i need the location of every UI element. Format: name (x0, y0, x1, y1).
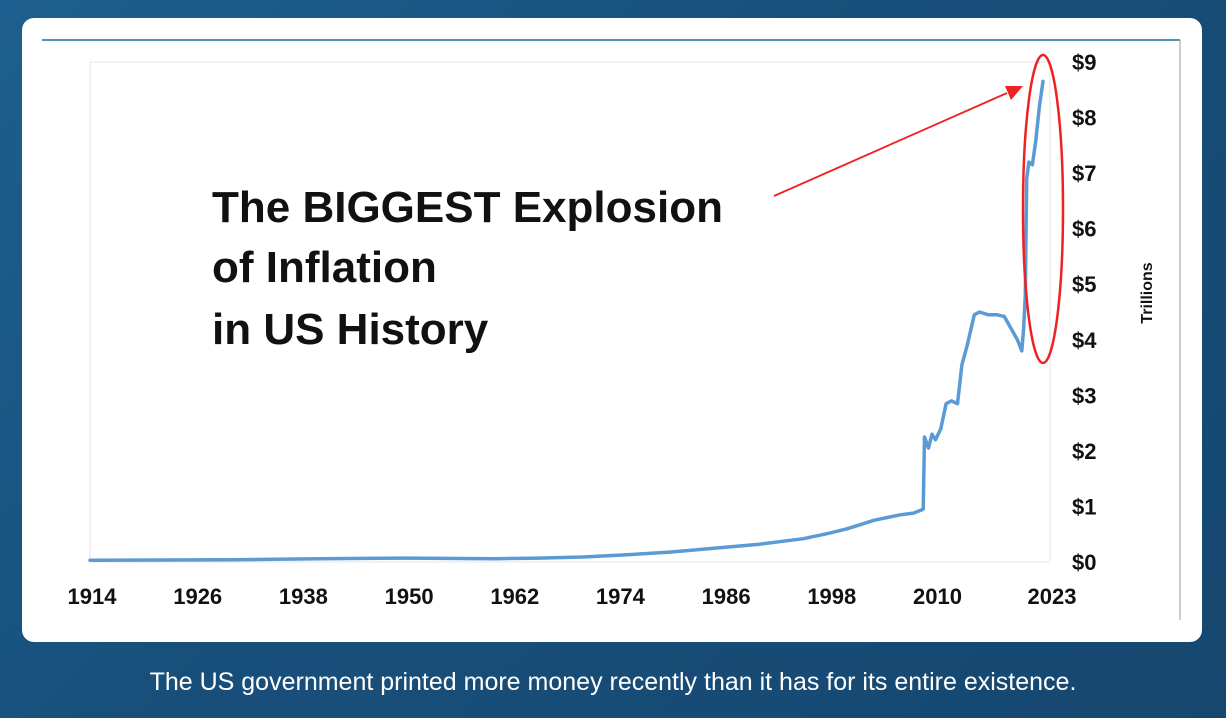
x-tick-label: 1914 (68, 584, 118, 609)
money-supply-line (88, 79, 1045, 563)
annotation-line-3: in US History (212, 305, 489, 354)
y-tick-label: $2 (1072, 439, 1096, 464)
pointer-arrowhead (1005, 86, 1023, 100)
y-tick-label: $1 (1072, 494, 1096, 519)
x-tick-label: 2010 (913, 584, 962, 609)
highlight-ellipse (1021, 53, 1065, 365)
x-tick-label: 1974 (596, 584, 646, 609)
pointer-arrow-line (773, 92, 1008, 197)
y-tick-label: $7 (1072, 161, 1096, 186)
x-tick-label: 1998 (807, 584, 856, 609)
x-tick-label: 2023 (1028, 584, 1077, 609)
y-tick-label: $3 (1072, 383, 1096, 408)
caption: The US government printed more money rec… (149, 668, 1077, 696)
x-tick-label: 1950 (385, 584, 434, 609)
y-tick-label: $5 (1072, 272, 1096, 297)
x-axis: 1914 1926 1938 1950 1962 1974 1986 1998 2010 2023 (68, 584, 1077, 609)
x-tick-label: 1938 (279, 584, 328, 609)
x-tick-label: 1926 (173, 584, 222, 609)
y-axis: $0 $1 $2 $3 $4 $5 $6 $7 $8 $9 (1072, 50, 1097, 575)
x-tick-label: 1962 (490, 584, 539, 609)
y-tick-label: $9 (1072, 50, 1096, 75)
annotation-line-1: The BIGGEST Explosion (212, 183, 723, 232)
x-tick-label: 1986 (702, 584, 751, 609)
annotation: The BIGGEST Explosion of Inflation in US… (212, 183, 723, 354)
chart-card: 1914 1926 1938 1950 1962 1974 1986 1998 2010 2023… (22, 18, 1202, 642)
y-tick-label: $8 (1072, 106, 1096, 131)
chart: 1914 1926 1938 1950 1962 1974 1986 1998 2010 2023… (42, 39, 1181, 620)
y-axis-label: Trillions (1139, 262, 1156, 323)
annotation-line-2: of Inflation (212, 243, 437, 292)
y-tick-label: $6 (1072, 217, 1096, 242)
highlight-pointer (773, 53, 1065, 365)
y-tick-label: $4 (1072, 328, 1097, 353)
y-tick-label: $0 (1072, 550, 1096, 575)
